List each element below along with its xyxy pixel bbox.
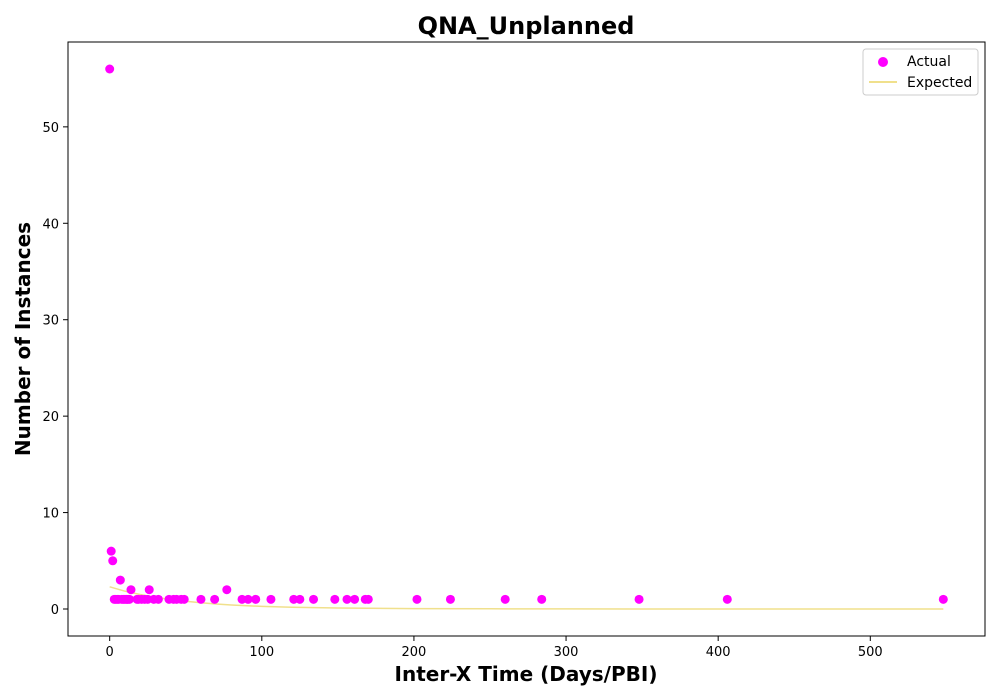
- actual-point: [196, 594, 206, 604]
- x-axis: 0 100 200 300 400 500: [106, 636, 883, 660]
- actual-series: [105, 64, 948, 604]
- actual-point: [124, 594, 134, 604]
- x-tick-label: 200: [402, 645, 427, 660]
- x-tick-label: 100: [249, 645, 274, 660]
- y-tick-label: 0: [51, 603, 59, 618]
- legend-box: [862, 48, 979, 96]
- actual-point: [412, 594, 422, 604]
- actual-point: [350, 594, 360, 604]
- actual-point: [363, 594, 373, 604]
- actual-point: [295, 594, 305, 604]
- actual-point: [342, 594, 352, 604]
- plot-area: [67, 41, 986, 637]
- chart-title: QNA_Unplanned: [418, 12, 635, 40]
- actual-point: [105, 64, 115, 74]
- actual-point: [106, 546, 116, 556]
- x-tick-label: 400: [706, 645, 731, 660]
- actual-point: [938, 594, 948, 604]
- actual-point: [108, 556, 118, 566]
- actual-point: [179, 594, 189, 604]
- actual-point: [210, 594, 220, 604]
- actual-point: [722, 594, 732, 604]
- legend: Actual Expected: [862, 48, 979, 96]
- x-axis-title: Inter-X Time (Days/PBI): [395, 662, 658, 686]
- x-tick-label: 300: [554, 645, 579, 660]
- y-tick-label: 30: [42, 314, 59, 329]
- y-tick-label: 40: [42, 217, 59, 232]
- actual-point: [251, 594, 261, 604]
- x-tick-label: 0: [106, 645, 114, 660]
- legend-actual-label: Actual: [907, 54, 951, 70]
- y-tick-label: 10: [42, 507, 59, 522]
- actual-point: [144, 585, 154, 595]
- actual-point: [537, 594, 547, 604]
- actual-point: [634, 594, 644, 604]
- actual-point: [266, 594, 276, 604]
- actual-point: [115, 575, 125, 585]
- y-tick-label: 50: [42, 121, 59, 136]
- actual-point: [500, 594, 510, 604]
- actual-point: [330, 594, 340, 604]
- y-tick-label: 20: [42, 410, 59, 425]
- actual-point: [243, 594, 253, 604]
- legend-expected-label: Expected: [907, 75, 972, 91]
- legend-actual-marker: [878, 57, 888, 67]
- actual-point: [126, 585, 136, 595]
- actual-point: [222, 585, 232, 595]
- y-axis-title: Number of Instances: [11, 222, 35, 456]
- y-axis: 0 10 20 30 40 50: [42, 121, 68, 618]
- x-tick-label: 500: [858, 645, 883, 660]
- actual-point: [309, 594, 319, 604]
- actual-point: [153, 594, 163, 604]
- actual-point: [445, 594, 455, 604]
